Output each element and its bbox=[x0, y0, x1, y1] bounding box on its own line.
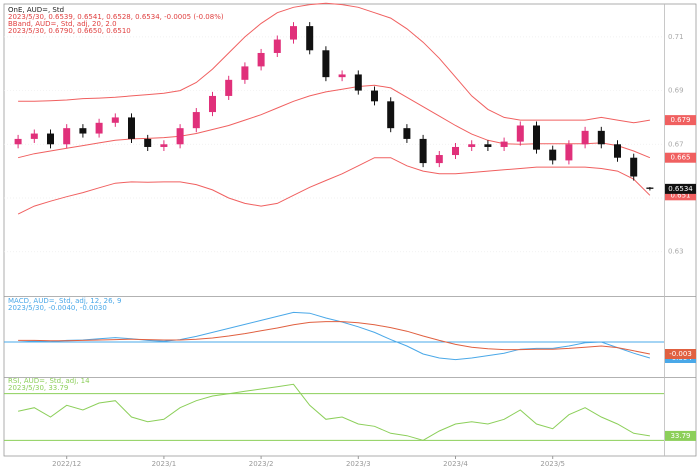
y-tick-label: 0.71 bbox=[668, 33, 684, 41]
candle-body bbox=[484, 144, 492, 147]
x-tick-label: 2023/1 bbox=[152, 460, 177, 468]
candle-body bbox=[192, 112, 200, 129]
candle-body bbox=[646, 187, 654, 189]
series-line bbox=[17, 84, 651, 159]
panel-annotation: 2023/5/30, 0.6790, 0.6650, 0.6510 bbox=[8, 27, 131, 35]
candle-body bbox=[63, 128, 71, 145]
value-tag bbox=[665, 190, 696, 201]
value-label: 0.665 bbox=[670, 154, 690, 162]
candle-body bbox=[371, 90, 378, 102]
y-tick-label: 0.67 bbox=[668, 140, 684, 148]
x-tick-label: 2023/4 bbox=[443, 460, 468, 468]
y-tick-label: 0.63 bbox=[668, 248, 684, 256]
candle-body bbox=[630, 157, 638, 177]
candle-body bbox=[176, 128, 184, 145]
candle-body bbox=[435, 155, 443, 164]
candle-body bbox=[500, 141, 508, 147]
candle-body bbox=[14, 138, 22, 145]
candle-body bbox=[241, 66, 249, 80]
candle-body bbox=[597, 130, 605, 145]
candle-body bbox=[565, 144, 573, 161]
value-label: -0.003 bbox=[669, 350, 692, 358]
candle-body bbox=[144, 138, 152, 147]
series-line bbox=[18, 311, 651, 361]
value-tag bbox=[665, 183, 696, 194]
candle-body bbox=[354, 74, 362, 91]
series-line bbox=[17, 383, 650, 441]
panel-title: RSI, AUD=, Std, adj, 14 bbox=[8, 377, 90, 385]
candle-body bbox=[225, 79, 233, 96]
candle-body bbox=[614, 144, 621, 158]
candle-body bbox=[452, 146, 459, 156]
value-tag bbox=[665, 115, 696, 126]
panel-annotation: 2023/5/30, -0.0040, -0.0030 bbox=[8, 304, 107, 312]
series-line bbox=[18, 321, 650, 355]
panel-title: MACD, AUD=, Std, adj, 12, 26, 9 bbox=[8, 297, 121, 305]
value-label: 33.79 bbox=[670, 432, 690, 440]
candle-body bbox=[273, 39, 281, 53]
x-tick-label: 2022/12 bbox=[52, 460, 81, 468]
candle-body bbox=[306, 26, 314, 51]
x-tick-label: 2023/2 bbox=[249, 460, 274, 468]
panel-annotation: 2023/5/30, 33.79 bbox=[8, 384, 68, 392]
candle-body bbox=[30, 133, 38, 139]
frame bbox=[3, 3, 697, 457]
candle-body bbox=[387, 101, 395, 129]
candle-body bbox=[322, 50, 330, 78]
candle-body bbox=[209, 95, 216, 113]
value-tag bbox=[665, 152, 696, 163]
x-tick-label: 2023/5 bbox=[540, 460, 565, 468]
candle-body bbox=[95, 122, 103, 134]
value-label: 0.679 bbox=[670, 116, 690, 124]
candle-body bbox=[549, 149, 557, 161]
candle-body bbox=[419, 138, 427, 164]
candle-body bbox=[257, 52, 265, 67]
candle-body bbox=[581, 130, 589, 145]
x-tick-label: 2023/3 bbox=[346, 460, 371, 468]
series-line bbox=[17, 157, 651, 215]
candle-body bbox=[79, 128, 87, 134]
panel-annotation: BBand, AUD=, Std, adj, 20, 2.0 bbox=[8, 20, 117, 28]
candle-body bbox=[516, 125, 524, 142]
y-tick-label: 0.69 bbox=[668, 87, 684, 95]
series-line bbox=[18, 2, 650, 124]
candle-body bbox=[403, 128, 411, 139]
panel-title: OnE, AUD=, Std bbox=[8, 6, 64, 14]
candle-body bbox=[468, 144, 476, 147]
candle-body bbox=[290, 26, 297, 40]
candle-body bbox=[47, 133, 54, 145]
value-label: 0.651 bbox=[670, 191, 690, 199]
candle-body bbox=[338, 74, 346, 78]
value-tag bbox=[665, 430, 696, 441]
candle-body bbox=[111, 117, 119, 123]
candle-body bbox=[533, 125, 540, 150]
value-label: 0.6534 bbox=[668, 185, 693, 193]
candle-body bbox=[128, 117, 135, 139]
panel-annotation: 2023/5/30, 0.6539, 0.6541, 0.6528, 0.653… bbox=[8, 13, 224, 21]
value-tag bbox=[665, 349, 696, 359]
candle-body bbox=[160, 144, 168, 147]
